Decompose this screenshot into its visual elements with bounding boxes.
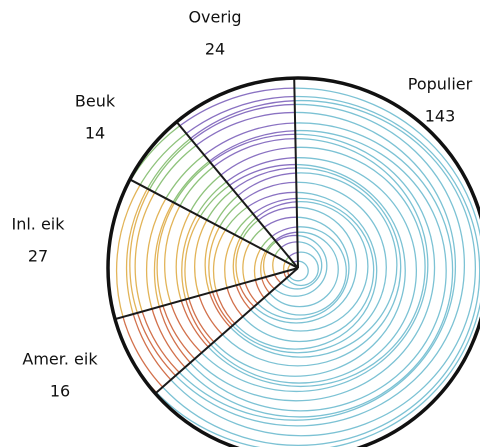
chart: Populier 143 Amer. eik 16 Inl. eik 27 Beuk 14 Ov… [0, 0, 480, 447]
slice-value: 27 [28, 247, 48, 266]
slice-value: 143 [425, 107, 456, 126]
slice-label: Inl. eik [11, 215, 65, 234]
slice-label: Amer. eik [22, 350, 98, 369]
slice-label: Beuk [75, 92, 116, 111]
slice-value: 16 [50, 382, 70, 401]
slice-label: Populier [408, 75, 473, 94]
slice-value: 14 [85, 124, 105, 143]
slice-label: Overig [188, 8, 241, 27]
slice-value: 24 [205, 40, 225, 59]
